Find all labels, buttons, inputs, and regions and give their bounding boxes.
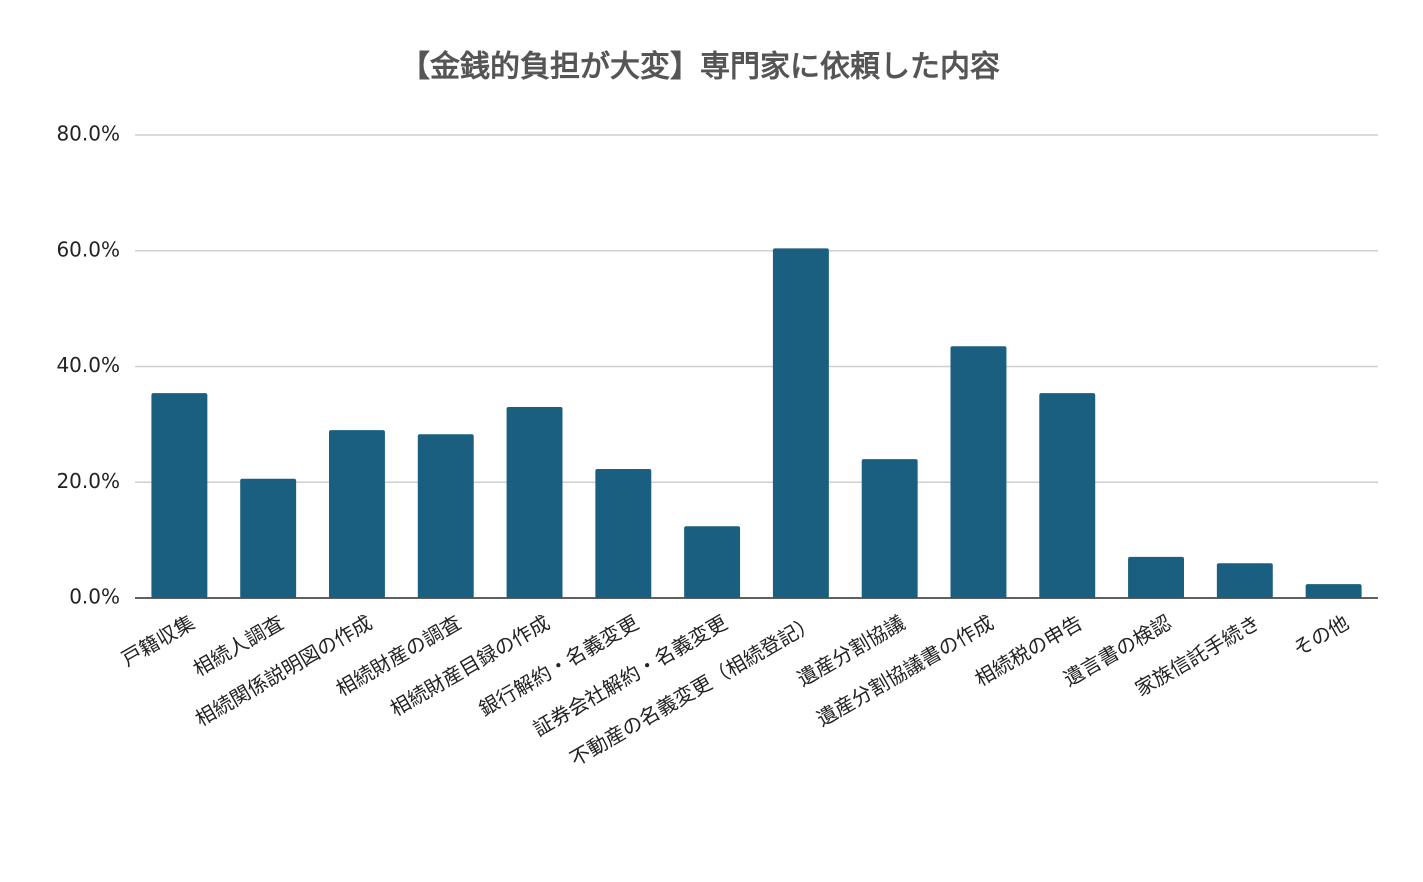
y-tick-label: 40.0% bbox=[56, 353, 120, 377]
bar bbox=[684, 526, 741, 598]
bar bbox=[240, 478, 297, 598]
bar bbox=[950, 346, 1007, 598]
bar bbox=[417, 434, 474, 598]
bar bbox=[772, 248, 829, 598]
bar bbox=[328, 430, 385, 598]
bar bbox=[506, 407, 563, 598]
x-tick-label: 戸籍収集 bbox=[117, 610, 198, 671]
bar bbox=[861, 459, 918, 598]
x-tick-label: 相続財産目録の作成 bbox=[386, 610, 554, 721]
y-tick-label: 0.0% bbox=[69, 585, 120, 609]
y-tick-label: 80.0% bbox=[56, 122, 120, 146]
bar bbox=[1305, 584, 1362, 598]
y-tick-label: 20.0% bbox=[56, 469, 120, 493]
x-tick-label: その他 bbox=[1289, 610, 1353, 661]
bar bbox=[595, 468, 652, 598]
bar bbox=[1216, 563, 1273, 598]
bar bbox=[151, 393, 208, 598]
y-tick-label: 60.0% bbox=[56, 237, 120, 261]
bar bbox=[1128, 556, 1185, 598]
chart-title: 【金銭的負担が大変】専門家に依頼した内容 bbox=[400, 50, 1000, 85]
bar bbox=[1039, 393, 1096, 598]
